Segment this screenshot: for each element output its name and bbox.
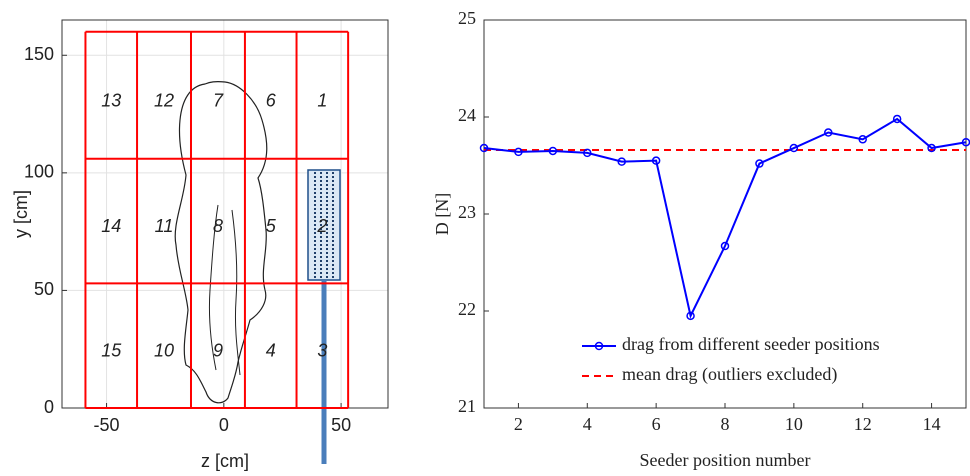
data-point (824, 128, 833, 137)
x-tick-label: 6 (652, 414, 661, 434)
y-tick-label: 100 (24, 162, 54, 182)
cell-label: 14 (101, 216, 121, 236)
y-tick-label: 24 (458, 105, 476, 125)
legend-label: mean drag (outliers excluded) (622, 364, 837, 385)
x-tick-label: 10 (785, 414, 803, 434)
cell-label: 7 (213, 90, 224, 110)
y-axis-label: D [N] (432, 193, 452, 236)
y-tick-label: 22 (458, 299, 476, 319)
data-point (479, 143, 489, 153)
data-point (514, 147, 523, 157)
axes-box (483, 19, 967, 409)
cell-label: 15 (101, 341, 122, 361)
x-axis-label: z [cm] (201, 451, 249, 471)
x-tick-label: -50 (94, 415, 120, 435)
y-tick-label: 23 (458, 202, 476, 222)
data-point (927, 143, 936, 153)
data-point (892, 114, 902, 124)
cell-label: 8 (213, 216, 223, 236)
seeder-rows (314, 172, 334, 278)
silhouette-inner (208, 204, 241, 376)
cell-label: 3 (317, 341, 327, 361)
cell-label: 4 (266, 341, 276, 361)
data-point (617, 157, 626, 166)
x-tick-label: 12 (854, 414, 872, 434)
data-line (483, 117, 967, 319)
x-tick-label: 2 (514, 414, 523, 434)
data-point (686, 311, 695, 321)
y-tick-label: 25 (458, 8, 476, 28)
cell-label: 6 (266, 90, 277, 110)
cell-label: 13 (101, 90, 121, 110)
cell-label: 9 (213, 341, 223, 361)
data-point (755, 159, 764, 168)
data-point (651, 156, 661, 165)
x-tick-label: 0 (219, 415, 229, 435)
cell-label: 10 (154, 341, 174, 361)
cell-label: 11 (155, 216, 174, 236)
y-tick-label: 150 (24, 44, 54, 64)
x-tick-label: 14 (923, 414, 941, 434)
x-tick-label: 4 (583, 414, 592, 434)
y-axis-label: y [cm] (11, 190, 31, 238)
y-tick-label: 50 (34, 279, 54, 299)
legend-box (575, 325, 961, 399)
cell-label: 2 (316, 216, 327, 236)
seeder (307, 169, 341, 281)
y-tick-label: 21 (458, 396, 476, 416)
x-axis-label: Seeder position number (640, 450, 811, 470)
data-point (548, 146, 558, 156)
x-tick-label: 8 (721, 414, 730, 434)
cell-label: 1 (317, 90, 327, 110)
data-point (583, 148, 592, 158)
data-point (789, 143, 799, 153)
data-point (858, 135, 867, 144)
legend-marker (594, 341, 604, 351)
silhouette (174, 81, 268, 404)
legend-label: drag from different seeder positions (622, 334, 880, 354)
x-tick-label: 50 (331, 415, 351, 435)
y-tick-label: 0 (44, 397, 54, 417)
cell-label: 12 (154, 90, 174, 110)
cell-label: 5 (266, 216, 277, 236)
data-point (720, 241, 730, 251)
